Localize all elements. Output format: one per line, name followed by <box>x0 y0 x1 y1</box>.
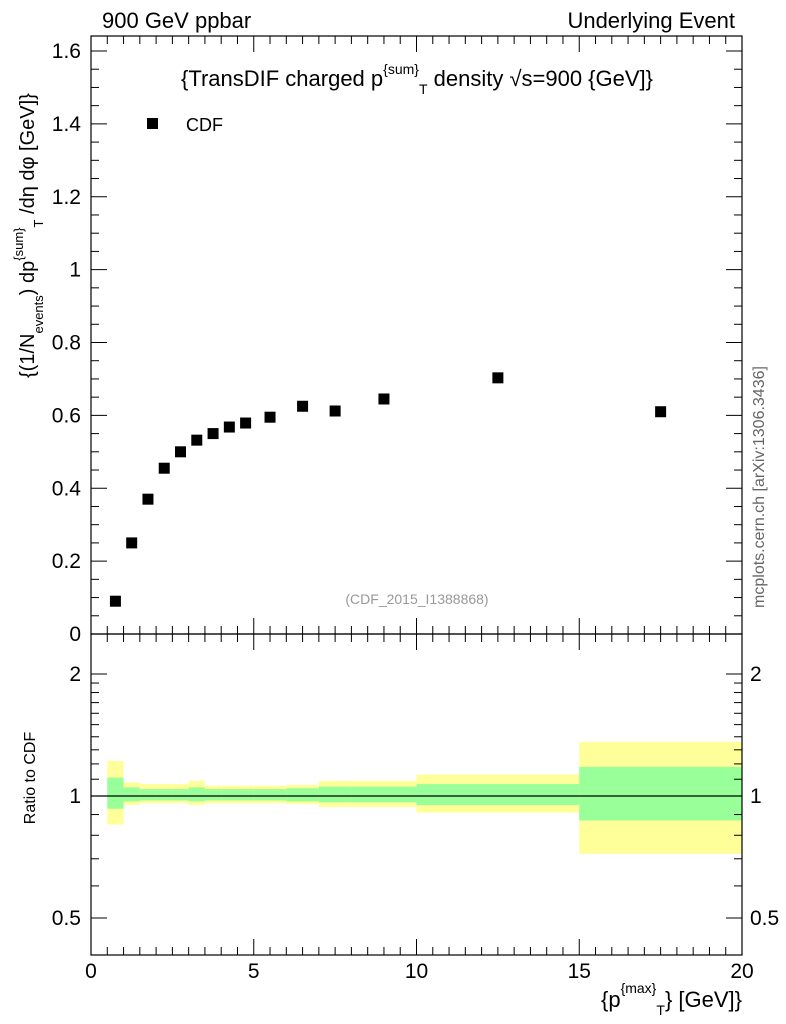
ratio-ytick-label-right: 2 <box>750 663 762 686</box>
ratio-inner-band <box>237 789 254 801</box>
data-point <box>191 434 203 446</box>
data-point <box>126 537 138 549</box>
ratio-inner-band <box>107 777 124 809</box>
legend-label-cdf: CDF <box>186 115 223 135</box>
ratio-ytick-label-left: 0.5 <box>52 907 81 930</box>
ratio-inner-band <box>579 766 742 821</box>
ratio-ylabel: Ratio to CDF <box>22 732 39 825</box>
ratio-inner-band <box>204 789 222 801</box>
xtick-label: 20 <box>730 960 753 983</box>
ratio-ytick-label-right: 1 <box>750 785 762 808</box>
ratio-uncertainty-bands <box>107 741 742 854</box>
analysis-tag: (CDF_2015_I1388868) <box>345 591 488 607</box>
ratio-ytick-label-right: 0.5 <box>750 907 779 930</box>
ratio-inner-band <box>188 787 205 802</box>
main-ylabel: {(1/Nevents) dp{sum}T /dη dφ [GeV]} <box>11 93 46 378</box>
main-ytick-label: 1.2 <box>52 186 81 209</box>
data-point <box>142 493 154 505</box>
data-point <box>655 406 667 418</box>
main-ytick-label: 1.4 <box>52 113 82 136</box>
xaxis-label: {p{max}T} [GeV]} <box>601 980 742 1018</box>
watermark: mcplots.cern.ch [arXiv:1306.3436] <box>751 366 768 608</box>
xtick-labels: 0 5 10 15 20 <box>85 960 754 983</box>
ratio-inner-band <box>139 789 157 801</box>
data-point <box>329 405 341 417</box>
data-point <box>297 400 309 412</box>
ratio-inner-band <box>416 784 580 806</box>
xtick-label: 5 <box>248 960 260 983</box>
ratio-inner-band <box>123 787 140 802</box>
main-ytick-label: 0.6 <box>52 404 81 427</box>
data-point <box>264 411 276 423</box>
legend-marker-cdf <box>147 118 158 129</box>
xtick-label: 0 <box>85 960 97 983</box>
main-ytick-label: 0 <box>69 623 81 646</box>
data-point <box>492 372 504 384</box>
xtick-label: 15 <box>568 960 591 983</box>
header-right: Underlying Event <box>567 8 735 33</box>
ratio-ytick-label-left: 1 <box>69 785 81 808</box>
xtick-label: 10 <box>405 960 428 983</box>
ratio-inner-band <box>156 789 173 801</box>
data-point <box>207 428 219 440</box>
main-title: {TransDIF charged p{sum}T density √s=900… <box>181 61 653 97</box>
ratio-inner-band <box>286 788 319 802</box>
data-point <box>240 417 252 429</box>
header-left: 900 GeV ppbar <box>102 8 251 33</box>
main-ytick-label: 0.8 <box>52 332 81 355</box>
ratio-ytick-labels: 0.5 0.5 1 1 2 2 <box>52 663 779 930</box>
ratio-ytick-label-left: 2 <box>69 663 81 686</box>
data-point <box>223 421 235 433</box>
main-data-points <box>109 372 667 607</box>
ratio-axis-ticks <box>90 634 743 955</box>
main-axis-ticks <box>90 36 743 635</box>
ratio-inner-band <box>253 789 287 801</box>
main-ytick-label: 1.6 <box>52 40 81 63</box>
main-ytick-label: 1 <box>69 259 81 282</box>
data-point <box>378 393 390 405</box>
main-ytick-label: 0.4 <box>52 477 82 500</box>
ratio-inner-band <box>351 786 417 803</box>
ratio-inner-band <box>172 789 189 801</box>
data-point <box>158 462 170 474</box>
data-point <box>109 595 121 607</box>
main-ytick-labels: 0 0.2 0.4 0.6 0.8 1 1.2 1.4 1.6 <box>52 40 82 646</box>
ratio-inner-band <box>221 789 238 801</box>
ratio-inner-band <box>318 786 352 803</box>
main-ytick-label: 0.2 <box>52 550 81 573</box>
data-point <box>175 446 187 458</box>
